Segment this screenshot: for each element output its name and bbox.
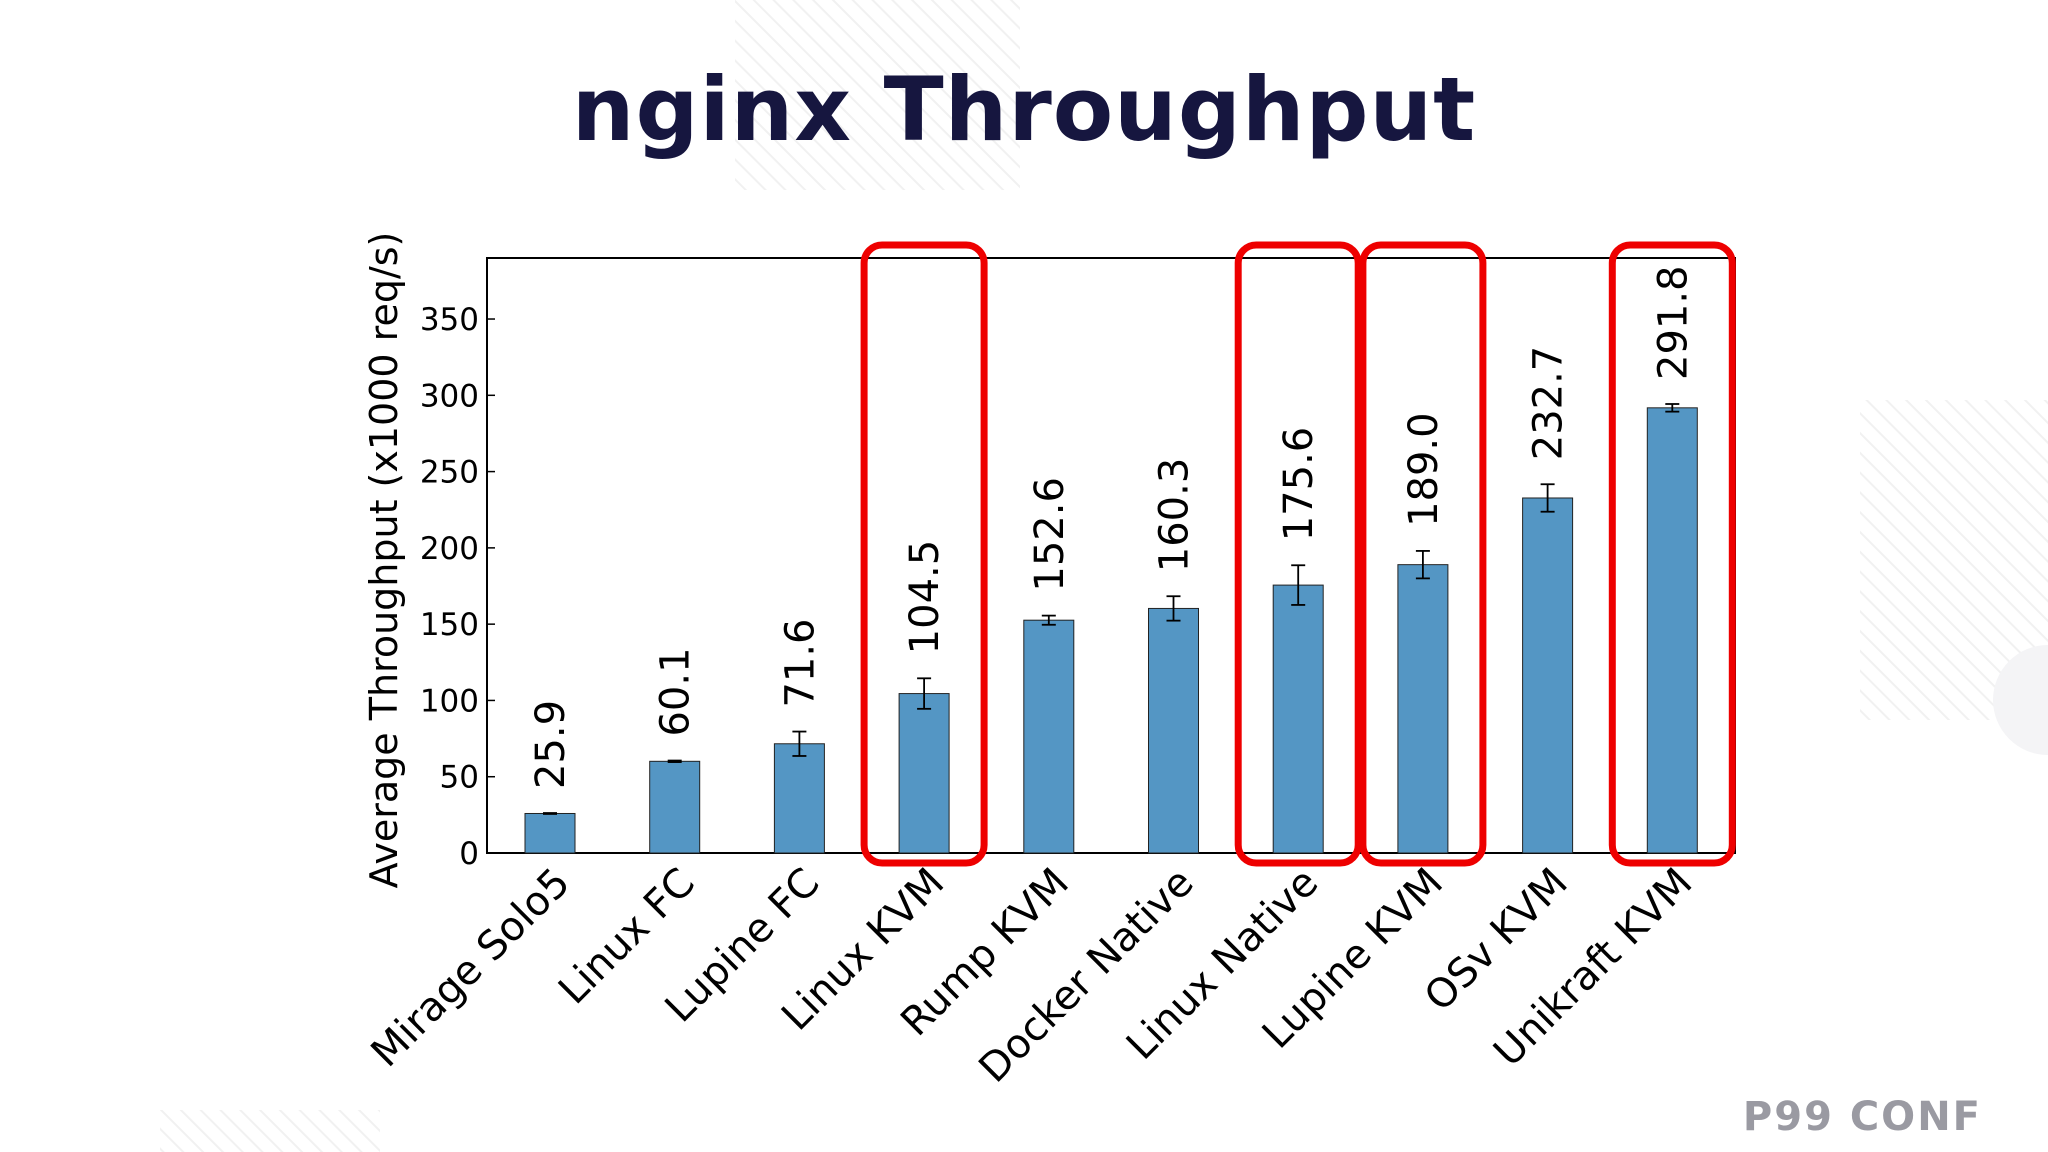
bar-value-label: 25.9	[528, 700, 574, 789]
bar-value-label: 175.6	[1276, 427, 1322, 542]
y-tick-label: 350	[420, 302, 479, 338]
bar	[1397, 564, 1449, 854]
bar-value-label: 189.0	[1401, 412, 1447, 527]
bar	[1272, 584, 1324, 854]
bar-value-label: 104.5	[902, 540, 948, 655]
highlight-box	[1359, 241, 1487, 867]
bar-value-label: 232.7	[1526, 346, 1572, 461]
bar	[1148, 607, 1199, 854]
y-tick-label: 0	[459, 836, 479, 872]
bar	[898, 693, 950, 854]
y-tick-label: 150	[420, 607, 479, 643]
category-label: Mirage Solo5	[363, 860, 580, 1077]
highlight-box	[860, 241, 988, 867]
y-tick-label: 50	[440, 760, 479, 796]
bar	[1646, 407, 1698, 854]
bar-value-label: 152.6	[1027, 477, 1073, 592]
bar	[1023, 619, 1075, 854]
conference-logo: P99 CONF	[1742, 1094, 1982, 1140]
highlight-box	[1234, 241, 1362, 867]
y-axis-label: Average Throughput (x1000 req/s)	[362, 232, 406, 889]
y-tick-label: 300	[420, 378, 479, 414]
bar	[524, 812, 576, 854]
bar-value-label: 60.1	[653, 647, 699, 736]
bar-value-label: 71.6	[777, 618, 823, 707]
bar	[1522, 497, 1574, 854]
highlight-box	[1608, 241, 1736, 867]
y-tick-label: 250	[420, 455, 479, 491]
slide-title: nginx Throughput	[571, 58, 1477, 161]
y-tick-label: 100	[420, 683, 479, 719]
y-tick-label: 200	[420, 531, 479, 567]
bar-value-label: 291.8	[1650, 265, 1696, 380]
bar-value-label: 160.3	[1152, 458, 1198, 573]
bar	[773, 743, 825, 854]
category-label: Docker Native	[970, 860, 1202, 1092]
bar	[649, 760, 701, 854]
